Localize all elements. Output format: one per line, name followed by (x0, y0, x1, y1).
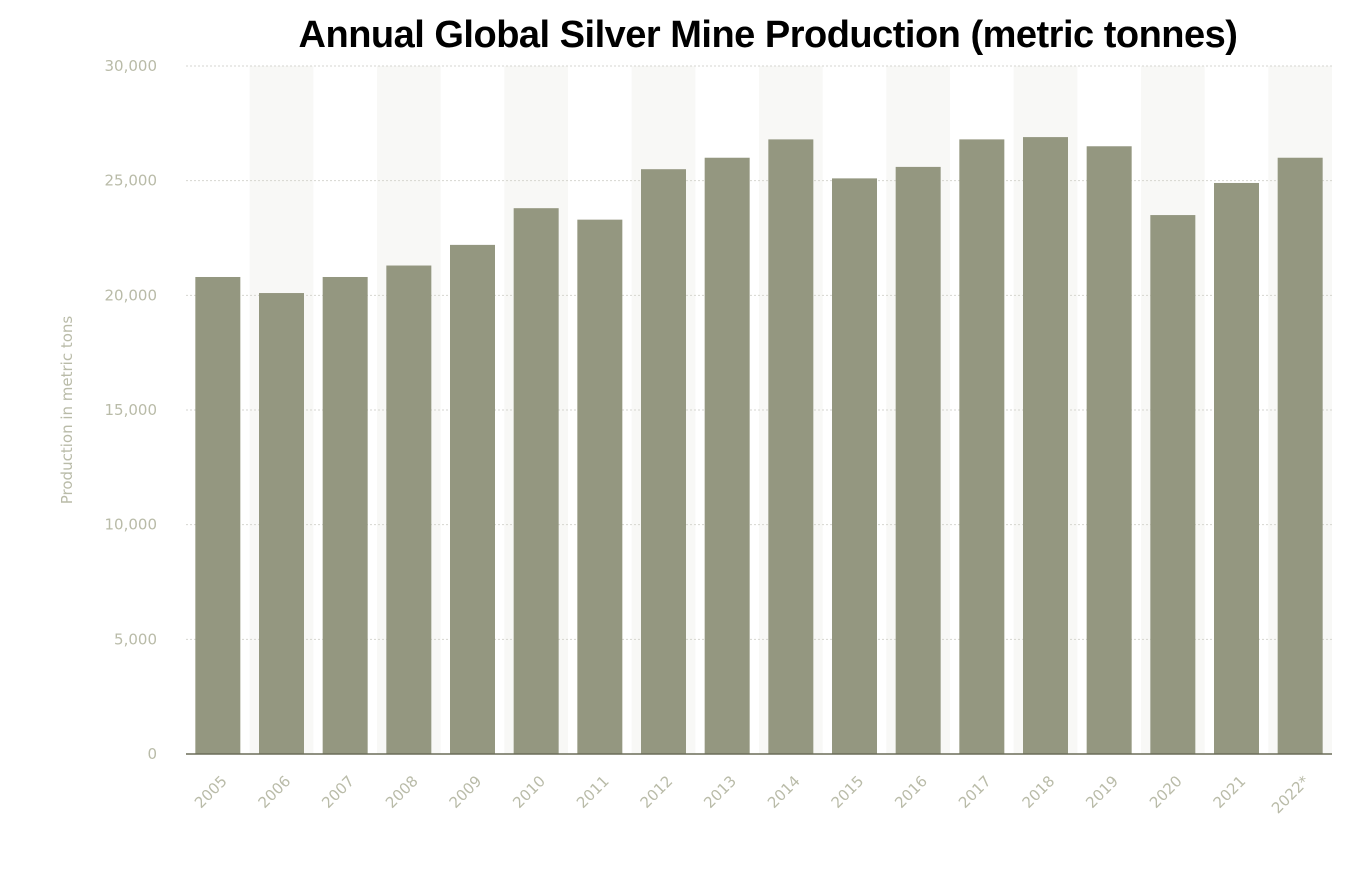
bar-2021 (1214, 182, 1259, 754)
bar-2008 (386, 265, 432, 754)
x-tick-label: 2008 (382, 772, 422, 812)
bar-2017 (959, 139, 1005, 755)
bar-2006 (259, 293, 304, 754)
bar-2022 (1277, 157, 1323, 754)
bar-2009 (450, 244, 495, 754)
x-tick-label: 2010 (509, 772, 549, 812)
x-tick-label: 2017 (955, 772, 995, 812)
x-tick-label: 2009 (446, 772, 486, 812)
bar-2013 (704, 157, 750, 754)
bar-2012 (641, 169, 686, 754)
x-tick-label: 2007 (318, 772, 358, 812)
bar-2005 (195, 276, 241, 754)
chart-title: Annual Global Silver Mine Production (me… (298, 14, 1238, 56)
y-tick-label: 30,000 (105, 57, 158, 75)
y-tick-label: 10,000 (105, 516, 158, 534)
x-tick-label: 2019 (1082, 772, 1122, 812)
bar-2019 (1086, 146, 1132, 754)
x-tick-label: 2006 (255, 772, 295, 812)
bar-2020 (1150, 215, 1196, 755)
x-tick-label: 2015 (828, 772, 868, 812)
y-tick-label: 15,000 (105, 401, 158, 419)
bar-2007 (322, 276, 368, 754)
x-tick-label: 2012 (637, 772, 677, 812)
x-tick-label: 2018 (1019, 772, 1059, 812)
bar-2011 (577, 219, 623, 755)
x-tick-label: 2011 (573, 772, 613, 812)
x-tick-label: 2005 (191, 772, 231, 812)
x-tick-label: 2020 (1146, 772, 1186, 812)
y-tick-label: 0 (147, 745, 157, 763)
y-tick-label: 25,000 (105, 172, 158, 190)
y-tick-label: 20,000 (105, 286, 158, 304)
bar-2014 (768, 139, 814, 755)
y-tick-label: 5,000 (114, 630, 157, 648)
x-tick-label: 2014 (764, 772, 804, 812)
x-tick-label: 2013 (700, 772, 740, 812)
bar-2010 (513, 208, 559, 755)
x-tick-label: 2016 (891, 772, 931, 812)
x-tick-label: 2021 (1210, 772, 1250, 812)
bar-2016 (895, 166, 941, 754)
bar-2015 (832, 178, 877, 754)
bar-2018 (1023, 137, 1068, 755)
x-tick-label: 2022* (1268, 772, 1313, 817)
